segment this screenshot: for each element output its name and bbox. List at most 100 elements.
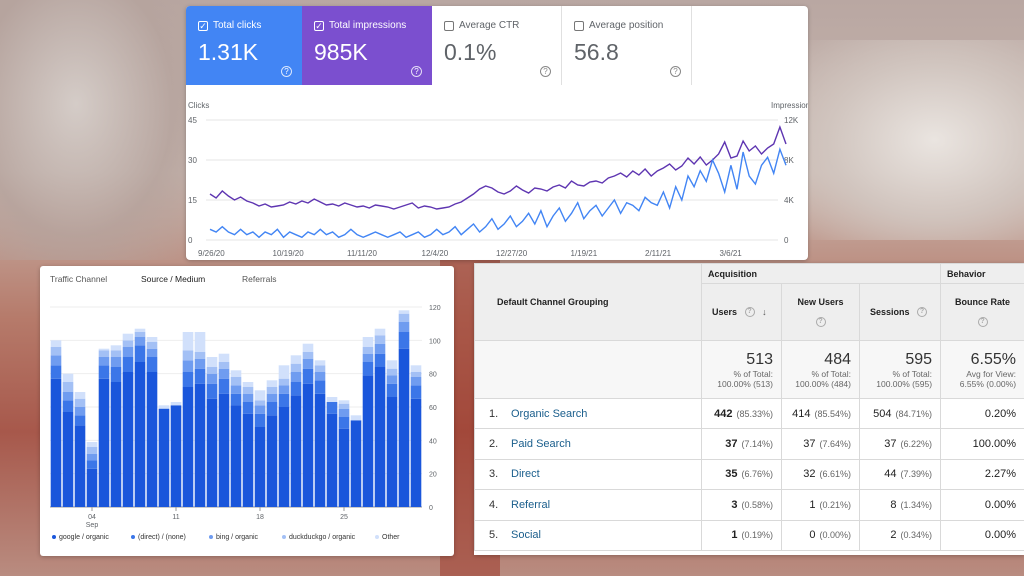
total-bounce-rate: 6.55% Avg for View: 6.55% (0.00%) (940, 340, 1024, 399)
bar-segment (374, 335, 386, 344)
bar-segment (230, 385, 242, 394)
channel-link[interactable]: Organic Search (511, 407, 588, 420)
total-new-users: 484% of Total: 100.00% (484) (781, 340, 860, 399)
help-icon[interactable]: ? (281, 66, 292, 77)
bar-segment (194, 332, 206, 352)
bar-segment (398, 332, 410, 349)
bar-segment (86, 460, 98, 469)
bar-segment (50, 340, 62, 347)
legend-dot-icon (131, 535, 135, 540)
bar-segment (218, 353, 230, 362)
bar-segment (122, 357, 134, 372)
metric-average-ctr[interactable]: Average CTR 0.1% ? (432, 6, 562, 85)
bar-segment (314, 393, 326, 507)
metric-total-clicks[interactable]: ✓ Total clicks 1.31K ? (186, 6, 302, 85)
bar-segment (290, 382, 302, 396)
bar-segment (362, 375, 374, 507)
column-header-sessions[interactable]: Sessions ? (858, 283, 942, 341)
bar-segment (374, 328, 386, 336)
total-sessions: 595% of Total: 100.00% (595) (858, 340, 942, 399)
bar-segment (146, 372, 158, 507)
metric-average-position[interactable]: Average position 56.8 ? (562, 6, 692, 85)
bar-segment (278, 378, 290, 386)
metric-label: Total impressions (329, 20, 407, 31)
bar-segment (410, 372, 422, 377)
column-header-new-users[interactable]: New Users? (781, 283, 860, 341)
help-icon[interactable]: ? (977, 317, 988, 328)
bar-segment (314, 360, 326, 366)
bar-segment (302, 343, 314, 352)
bar-segment (374, 343, 386, 354)
tab-traffic-channel[interactable]: Traffic Channel (50, 274, 108, 284)
bar-segment (242, 402, 254, 414)
dimension-header[interactable]: Default Channel Grouping (474, 263, 702, 341)
bar-segment (194, 352, 206, 359)
bar-segment (266, 402, 278, 416)
channel-link[interactable]: Paid Search (511, 438, 571, 451)
bar-segment (314, 372, 326, 381)
bar-segment (218, 378, 230, 394)
help-icon[interactable]: ? (744, 307, 755, 318)
help-icon[interactable]: ? (815, 317, 826, 328)
bar-segment (242, 387, 254, 394)
performance-line-chart[interactable]: Clicks Impressions 45 30 15 0 12K 8K 4K 0 9/26/2… (186, 85, 808, 260)
behavior-group-header: Behavior (940, 263, 1024, 284)
x-tick-label: 12/4/20 (422, 249, 449, 258)
bar-segment (134, 337, 146, 346)
acquisition-group-header: Acquisition (700, 263, 942, 284)
sort-down-icon[interactable]: ↓ (762, 306, 767, 317)
bar-segment (206, 367, 218, 374)
bar-segment (194, 358, 206, 369)
legend-item: duckduckgo / organic (282, 534, 355, 541)
help-icon[interactable]: ? (670, 66, 681, 77)
bar-segment (98, 348, 110, 351)
bar-segment (338, 408, 350, 417)
column-header-users[interactable]: Users ? ↓ (701, 283, 782, 341)
bar-segment (74, 398, 86, 407)
checkbox-icon[interactable] (444, 20, 454, 31)
bar-segment (86, 447, 98, 454)
channel-link[interactable]: Direct (511, 468, 540, 481)
help-icon[interactable]: ? (917, 307, 928, 318)
bar-segment (86, 442, 98, 447)
bar-segment (218, 368, 230, 379)
metric-label: Total clicks (213, 20, 262, 31)
tab-source-medium[interactable]: Source / Medium (141, 274, 206, 284)
channel-link[interactable]: Referral (511, 498, 551, 511)
bar-segment (206, 373, 218, 384)
checkbox-icon[interactable] (574, 20, 584, 31)
help-icon[interactable]: ? (540, 66, 551, 77)
bar-segment (374, 353, 386, 367)
bar-segment (362, 362, 374, 376)
bar-segment (62, 400, 74, 412)
help-icon[interactable]: ? (411, 66, 422, 77)
bar-segment (110, 382, 122, 507)
column-header-bounce-rate[interactable]: Bounce Rate? (940, 283, 1024, 341)
bar-segment (290, 372, 302, 382)
y-tick-label: 120 (429, 305, 441, 312)
x-tick-label: 12/27/20 (496, 249, 528, 258)
left-axis-title: Clicks (188, 101, 209, 110)
bar-segment (350, 420, 362, 507)
bar-segment (122, 372, 134, 507)
checkbox-icon[interactable]: ✓ (314, 20, 324, 31)
checkbox-icon[interactable]: ✓ (198, 20, 208, 31)
bar-segment (86, 468, 98, 507)
x-tick-label: 10/19/20 (273, 249, 305, 258)
bar-segment (266, 393, 278, 402)
bar-segment (302, 358, 314, 369)
channel-link[interactable]: Social (511, 529, 541, 542)
y-left-tick-label: 30 (188, 156, 197, 165)
tab-referrals[interactable]: Referrals (242, 274, 277, 284)
traffic-source-chart-card: Traffic Channel Source / Medium Referral… (40, 266, 454, 556)
bar-segment (254, 427, 266, 507)
bar-segment (254, 405, 266, 414)
channel-grouping-table: Default Channel Grouping Acquisition Beh… (474, 263, 1024, 551)
metric-total-impressions[interactable]: ✓ Total impressions 985K ? (302, 6, 432, 85)
bar-segment (74, 392, 86, 399)
bar-segment (182, 360, 194, 372)
bar-segment (170, 402, 182, 406)
bar-segment (410, 377, 422, 386)
bar-segment (386, 383, 398, 397)
